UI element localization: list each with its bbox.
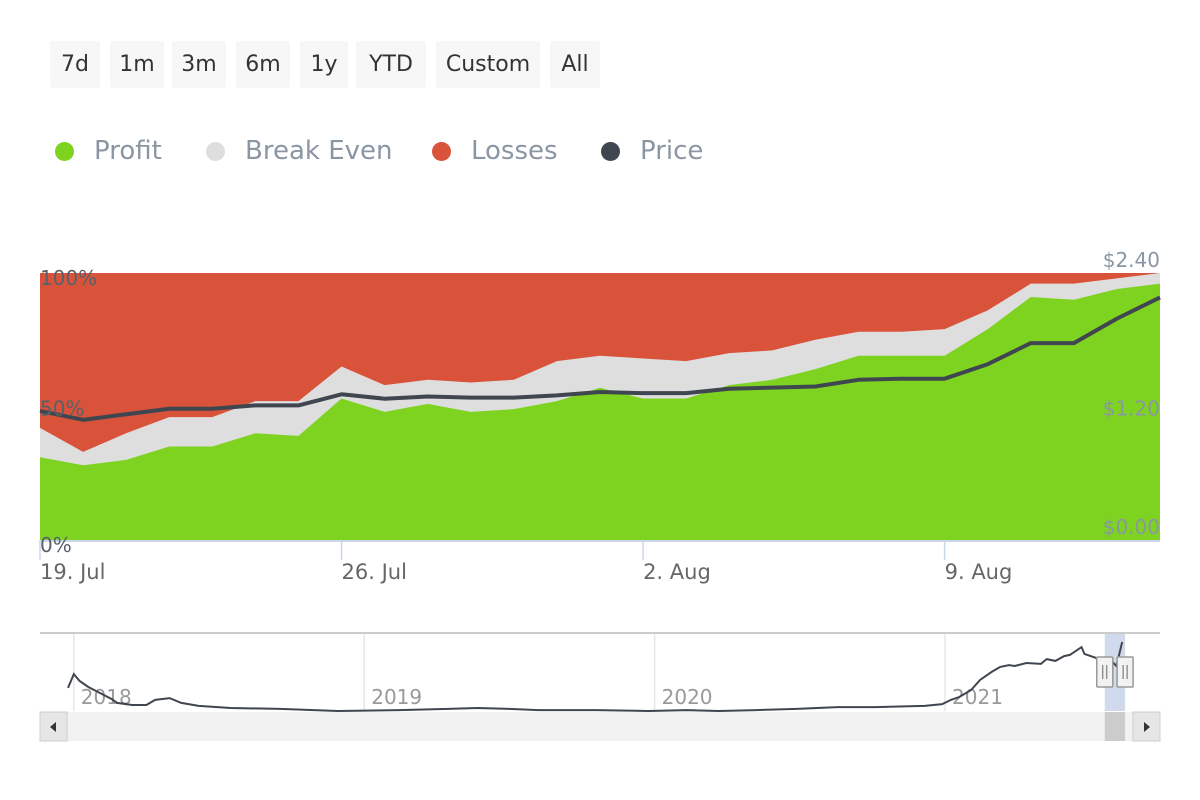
navigator-year-label: 2019 <box>371 685 422 709</box>
profit-dot-icon <box>55 141 74 161</box>
range-all-button[interactable]: All <box>550 41 600 88</box>
break-even-dot-icon <box>206 141 225 161</box>
price-line <box>39 295 1161 422</box>
range-ytd-button[interactable]: YTD <box>356 41 426 88</box>
navigator-year-label: 2020 <box>662 685 713 709</box>
legend-label: Profit <box>94 136 162 166</box>
legend-label: Price <box>640 136 704 166</box>
y-left-tick-label: 0% <box>40 533 72 557</box>
legend-item-losses[interactable]: Losses <box>432 134 558 168</box>
x-tick-label: 2. Aug <box>643 560 711 584</box>
legend-item-break-even[interactable]: Break Even <box>206 134 393 168</box>
profit-area <box>40 283 1160 540</box>
navigator-price-line <box>67 641 1124 713</box>
x-tick-label: 26. Jul <box>342 560 407 584</box>
range-7d-button[interactable]: 7d <box>50 41 100 88</box>
price-dot-icon <box>601 141 620 161</box>
y-left-tick-label: 50% <box>40 397 84 421</box>
x-tick-label: 19. Jul <box>40 560 105 584</box>
y-left-tick-label: 100% <box>40 266 97 290</box>
navigator-left-handle[interactable] <box>1096 656 1114 688</box>
range-3m-button[interactable]: 3m <box>172 41 226 88</box>
scrollbar-thumb[interactable] <box>1104 712 1126 741</box>
range-1y-button[interactable]: 1y <box>300 41 348 88</box>
legend-item-price[interactable]: Price <box>601 134 703 168</box>
y-right-tick-label: $0.00 <box>1103 515 1160 539</box>
arrow-right-icon <box>1144 722 1150 732</box>
range-6m-button[interactable]: 6m <box>236 41 290 88</box>
legend-item-profit[interactable]: Profit <box>55 134 162 168</box>
navigator-right-handle[interactable] <box>1116 656 1134 688</box>
x-tick-label: 9. Aug <box>945 560 1013 584</box>
y-right-tick-label: $1.20 <box>1103 397 1160 421</box>
legend-label: Losses <box>471 136 558 166</box>
losses-dot-icon <box>432 141 451 161</box>
range-custom-button[interactable]: Custom <box>436 41 540 88</box>
range-1m-button[interactable]: 1m <box>110 41 164 88</box>
legend-label: Break Even <box>245 136 393 166</box>
arrow-left-icon <box>50 722 56 732</box>
y-right-tick-label: $2.40 <box>1103 248 1160 272</box>
scrollbar-track[interactable] <box>40 712 1160 741</box>
